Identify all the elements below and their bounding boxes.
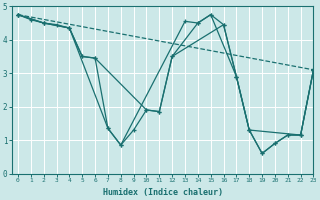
X-axis label: Humidex (Indice chaleur): Humidex (Indice chaleur) [102, 188, 222, 197]
